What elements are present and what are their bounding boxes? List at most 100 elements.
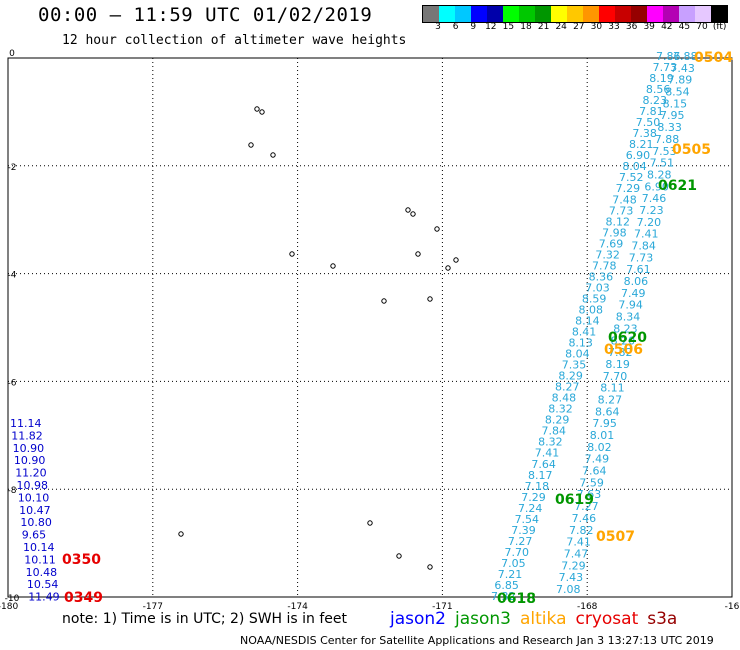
island bbox=[445, 265, 451, 271]
swh-value-track-b: 8.41 bbox=[572, 326, 597, 339]
swh-value-track-a: 7.61 bbox=[626, 263, 651, 276]
swh-value-track-a: 8.23 bbox=[613, 322, 638, 335]
swh-value-track-a: 8.15 bbox=[663, 97, 688, 110]
time-tag: 0505 bbox=[672, 142, 711, 158]
swh-value-track-b: 6.85 bbox=[494, 579, 518, 592]
swh-value-track-b: 7.03 bbox=[585, 281, 610, 294]
swh-value-jason2: 11.49 bbox=[28, 591, 60, 604]
island bbox=[415, 251, 421, 257]
legend-altika: altika bbox=[520, 609, 567, 629]
colorbar-label: 30 bbox=[590, 22, 603, 32]
swh-value-track-a: 7.46 bbox=[642, 192, 667, 205]
legend-s3a: s3a bbox=[647, 609, 678, 629]
swh-value-track-a: 8.33 bbox=[657, 121, 682, 134]
y-tick-label: -10 bbox=[5, 594, 20, 604]
island bbox=[248, 142, 254, 148]
swh-value-track-a: 7.82 bbox=[608, 346, 633, 359]
swh-value-jason2: 10.80 bbox=[20, 516, 52, 529]
swh-value-track-b: 8.17 bbox=[528, 469, 553, 482]
time-tag: 0350 bbox=[62, 552, 101, 568]
legend-jason3: jason3 bbox=[455, 609, 511, 629]
colorbar-swatch bbox=[695, 6, 711, 22]
swh-value-track-b: 7.38 bbox=[632, 127, 657, 140]
y-tick-label: -4 bbox=[8, 271, 17, 281]
swh-value-track-a: 8.20 bbox=[611, 334, 636, 347]
swh-value-track-b: 7.18 bbox=[525, 480, 550, 493]
time-tag: 0620 bbox=[608, 330, 647, 346]
colorbar-label: 27 bbox=[573, 22, 585, 32]
colorbar-swatch bbox=[567, 6, 583, 22]
x-tick-label: -171 bbox=[432, 602, 452, 610]
swh-value-track-a: 7.84 bbox=[631, 240, 656, 253]
altimeter-map: -180 -177 -174 -171 -168 -16 0 -2 -4 -6 -8 -10 11.14… bbox=[0, 49, 740, 610]
swh-value-track-b: 7.39 bbox=[511, 524, 536, 537]
colorbar-swatch bbox=[647, 6, 663, 22]
colorbar-label: 18 bbox=[520, 22, 532, 32]
x-tick-label: -16 bbox=[725, 602, 740, 610]
colorbar-label: 9 bbox=[470, 22, 477, 32]
swh-value-track-a: 8.11 bbox=[600, 382, 625, 395]
y-tick-label: -8 bbox=[8, 486, 17, 496]
island bbox=[434, 226, 440, 232]
colorbar-swatch bbox=[679, 6, 695, 22]
swh-value-track-b: 8.14 bbox=[575, 314, 600, 327]
swh-value-track-a: 7.59 bbox=[579, 476, 604, 489]
credit-line: NOAA/NESDIS Center for Satellite Applica… bbox=[240, 634, 714, 647]
colorbar-swatch bbox=[599, 6, 615, 22]
colorbar-label: 36 bbox=[625, 22, 638, 32]
colorbar-label: 45 bbox=[678, 22, 691, 32]
colorbar-label: 33 bbox=[608, 22, 620, 32]
swh-value-track-b: 8.12 bbox=[605, 215, 630, 228]
swh-value-track-b: 7.98 bbox=[602, 226, 627, 239]
swh-value-jason2: 10.54 bbox=[27, 578, 59, 591]
swh-value-track-b: 8.29 bbox=[545, 414, 570, 427]
swh-value-track-b: 8.08 bbox=[579, 303, 604, 316]
time-tag: 0507 bbox=[596, 529, 635, 545]
colorbar-label: 24 bbox=[555, 22, 567, 32]
swh-value-track-a: 8.01 bbox=[590, 429, 615, 442]
colorbar-label: 21 bbox=[537, 22, 550, 32]
island bbox=[453, 257, 459, 263]
colorbar-label: (ft) bbox=[712, 22, 727, 32]
swh-value-track-a: 7.82 bbox=[569, 524, 594, 537]
island bbox=[405, 207, 411, 213]
swh-value-track-b: 8.19 bbox=[649, 72, 674, 85]
x-tick-label: -174 bbox=[287, 602, 308, 610]
swh-value-track-b: 8.32 bbox=[538, 436, 563, 449]
swh-value-jason2: 10.11 bbox=[24, 553, 56, 566]
swh-value-track-a: 7.88 bbox=[655, 133, 680, 146]
swh-value-track-a: 7.64 bbox=[582, 465, 607, 478]
colorbar-label: 6 bbox=[452, 22, 459, 32]
swh-value-track-a: 8.19 bbox=[605, 358, 630, 371]
swh-value-track-b: 7.69 bbox=[599, 237, 624, 250]
swh-value-track-a: 7.49 bbox=[621, 287, 646, 300]
map-frame bbox=[7, 57, 733, 598]
legend-cryosat: cryosat bbox=[575, 609, 639, 629]
time-tag: 0619 bbox=[555, 492, 594, 508]
swh-value-track-a: 7.27 bbox=[574, 500, 599, 513]
swh-value-track-b: 8.04 bbox=[622, 160, 647, 173]
swh-value-track-b: 8.36 bbox=[589, 270, 614, 283]
time-tag: 0618 bbox=[497, 591, 536, 607]
swh-value-track-a: 7.41 bbox=[634, 228, 659, 241]
swh-value-jason2: 11.82 bbox=[11, 429, 43, 442]
swh-value-jason2: 10.90 bbox=[13, 442, 44, 455]
swh-value-track-a: 6.90 bbox=[644, 180, 669, 193]
time-tag: 0349 bbox=[64, 590, 103, 606]
swh-value-track-a: 7.53 bbox=[652, 145, 677, 158]
swh-value-jason2: 10.14 bbox=[23, 541, 55, 554]
swh-value-track-a: 7.41 bbox=[566, 536, 591, 549]
y-tick-label: -6 bbox=[8, 378, 17, 388]
swh-value-track-a: 7.20 bbox=[637, 216, 662, 229]
swh-value-track-b: 7.29 bbox=[521, 491, 546, 504]
swh-value-jason2: 11.20 bbox=[15, 467, 47, 480]
swh-value-track-b: 8.59 bbox=[582, 292, 607, 305]
swh-value-track-b: 8.29 bbox=[558, 370, 583, 383]
swh-value-track-b: 7.48 bbox=[612, 193, 637, 206]
swh-value-jason2: 10.90 bbox=[14, 454, 46, 467]
time-tag: 0504 bbox=[694, 50, 733, 66]
colorbar-label: 70 bbox=[696, 22, 708, 32]
swh-value-track-a: 7.95 bbox=[660, 109, 685, 122]
swh-value-track-b: 7.50 bbox=[636, 116, 661, 129]
island bbox=[178, 531, 184, 537]
